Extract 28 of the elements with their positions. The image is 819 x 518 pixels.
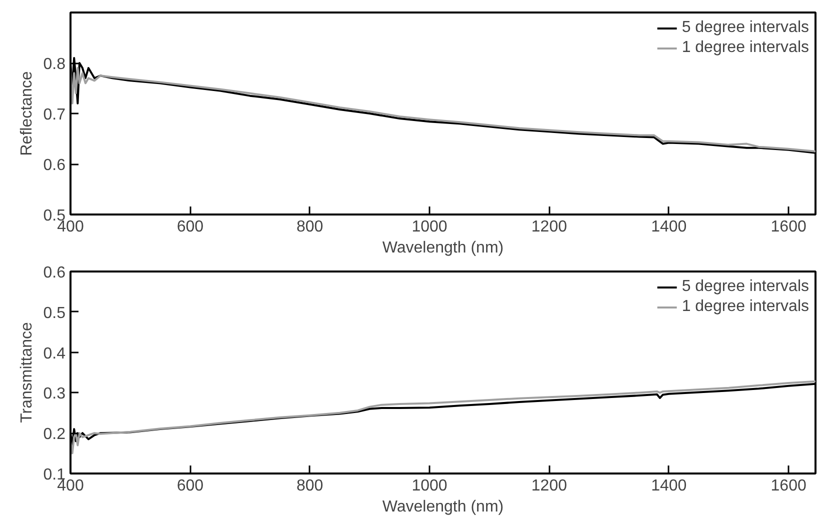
- x-tick-label: 1200: [531, 218, 568, 236]
- x-tick-label: 1000: [412, 218, 448, 236]
- x-axis-title: Wavelength (nm): [382, 240, 504, 256]
- x-tick-label: 800: [296, 218, 324, 236]
- x-tick-label: 1400: [651, 218, 687, 236]
- x-tick-label: 1600: [770, 478, 806, 494]
- legend-label: 5 degree intervals: [682, 19, 809, 37]
- y-tick-label: 0.6: [43, 157, 66, 174]
- x-tick-label: 800: [296, 478, 324, 494]
- y-tick-label: 0.3: [43, 386, 66, 403]
- legend-label: 1 degree intervals: [682, 298, 809, 316]
- x-axis-title: Wavelength (nm): [382, 498, 504, 516]
- x-tick-label: 1400: [651, 478, 687, 494]
- legend-label: 1 degree intervals: [682, 39, 809, 57]
- y-tick-label: 0.8: [43, 56, 66, 73]
- x-tick-label: 1600: [770, 218, 806, 236]
- y-tick-label: 0.5: [43, 304, 66, 322]
- x-tick-label: 600: [176, 218, 204, 236]
- y-tick-label: 0.7: [43, 106, 66, 124]
- x-tick-label: 1200: [531, 478, 568, 494]
- y-axis-title: Transmittance: [18, 322, 36, 423]
- y-tick-label: 0.6: [43, 264, 66, 282]
- x-tick-label: 1000: [412, 478, 448, 494]
- x-tick-label: 600: [176, 478, 204, 494]
- y-tick-label: 0.2: [43, 426, 66, 444]
- y-tick-label: 0.4: [43, 345, 66, 362]
- legend-label: 5 degree intervals: [682, 278, 809, 296]
- y-axis-title: Reflectance: [18, 71, 36, 156]
